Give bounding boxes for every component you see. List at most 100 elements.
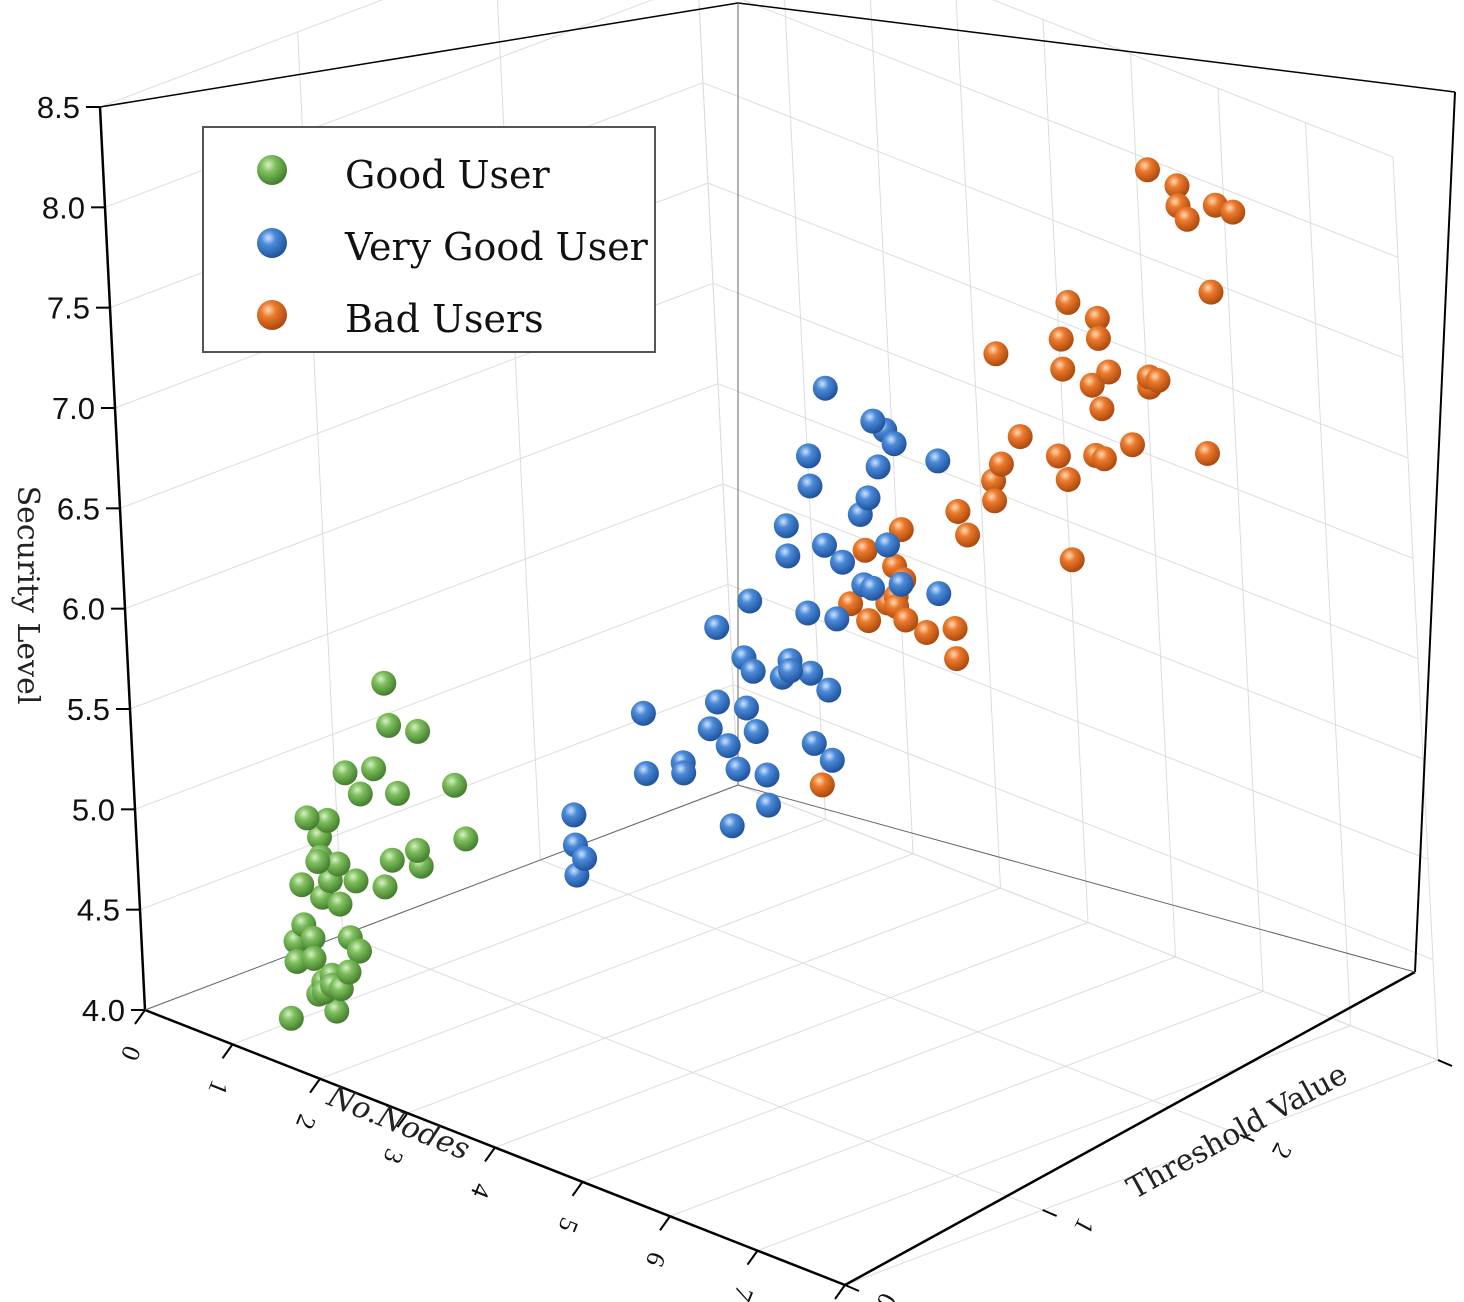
point-good-user: [289, 872, 315, 898]
point-bad-users: [809, 772, 835, 798]
point-bad-users: [988, 451, 1014, 477]
point-very-good-user: [819, 747, 845, 773]
z-tick-label: 7.5: [47, 291, 90, 326]
point-very-good-user: [824, 606, 850, 632]
y-tick-label: 0: [871, 1288, 903, 1302]
point-bad-users: [852, 537, 878, 563]
point-good-user: [332, 760, 358, 786]
point-bad-users: [955, 522, 981, 548]
point-bad-users: [1120, 432, 1145, 458]
x-tick-label: 4: [465, 1179, 497, 1202]
point-bad-users: [1050, 356, 1076, 382]
point-very-good-user: [881, 431, 907, 457]
legend: Good User Very Good User Bad Users: [202, 126, 656, 353]
legend-label-bad-users: Bad Users: [345, 297, 544, 341]
point-very-good-user: [773, 513, 799, 539]
x-tick-mark: [396, 1112, 409, 1128]
y-tick-label: 1: [1068, 1213, 1100, 1238]
z-tick-label: 7.0: [52, 391, 95, 426]
grid-line-y: [496, 0, 541, 861]
point-bad-users: [914, 620, 940, 645]
legend-label-good-user: Good User: [345, 153, 551, 197]
z-tick-label: 5.0: [72, 792, 115, 827]
point-very-good-user: [865, 454, 891, 480]
point-bad-users: [1145, 368, 1171, 393]
point-bad-users: [983, 341, 1009, 367]
point-very-good-user: [812, 375, 838, 401]
point-very-good-user: [705, 689, 730, 715]
point-very-good-user: [795, 600, 821, 626]
x-tick-label: 1: [203, 1076, 235, 1099]
point-very-good-user: [740, 658, 766, 684]
point-good-user: [324, 998, 350, 1024]
z-tick-label: 5.5: [67, 692, 110, 727]
grid-line-z: [134, 583, 729, 810]
point-very-good-user: [572, 845, 598, 871]
point-bad-users: [1195, 441, 1220, 466]
point-good-user: [327, 891, 353, 917]
point-very-good-user: [737, 588, 763, 614]
x-tick-label: 3: [378, 1145, 410, 1168]
z-tick-label: 6.0: [62, 592, 105, 627]
z-tick-label: 6.5: [57, 491, 100, 526]
point-good-user: [442, 772, 468, 798]
front-left-vertical-edge: [98, 106, 147, 1011]
point-very-good-user: [671, 760, 697, 786]
point-very-good-user: [860, 575, 885, 601]
point-bad-users: [1055, 467, 1081, 492]
point-very-good-user: [734, 695, 759, 721]
point-bad-users: [1164, 173, 1190, 199]
point-good-user: [278, 1005, 304, 1031]
point-very-good-user: [775, 543, 801, 569]
point-very-good-user: [725, 756, 751, 782]
point-good-user: [347, 781, 373, 807]
point-good-user: [361, 756, 387, 782]
point-very-good-user: [719, 813, 745, 839]
point-very-good-user: [888, 571, 914, 597]
grid-line-x: [757, 1025, 1351, 1252]
grid-line-x: [1130, 53, 1176, 957]
point-good-user: [376, 712, 402, 738]
point-good-user: [300, 925, 326, 951]
legend-marker-very-good-user: [257, 228, 287, 258]
point-very-good-user: [743, 719, 769, 744]
point-good-user: [405, 718, 431, 744]
point-very-good-user: [926, 581, 952, 607]
x-tick-label: 5: [553, 1214, 585, 1237]
point-good-user: [379, 847, 405, 873]
x-tick-mark: [746, 1250, 759, 1266]
x-tick-mark: [309, 1078, 321, 1094]
point-good-user: [405, 837, 430, 863]
point-bad-users: [982, 488, 1008, 514]
point-very-good-user: [925, 448, 951, 474]
point-very-good-user: [778, 658, 803, 684]
x-tick-label: 6: [640, 1248, 672, 1271]
point-bad-users: [1089, 396, 1115, 422]
z-axis-title: Security Level: [10, 486, 45, 705]
z-tick-label: 8.0: [42, 190, 85, 225]
point-very-good-user: [798, 660, 824, 686]
point-bad-users: [1135, 157, 1160, 183]
point-good-user: [343, 868, 369, 894]
grid-line-z: [129, 483, 724, 710]
point-very-good-user: [855, 485, 881, 511]
y-tick-mark: [844, 1284, 860, 1292]
z-tick-label: 4.5: [77, 893, 120, 928]
point-bad-users: [1220, 199, 1246, 225]
point-bad-users: [945, 499, 971, 524]
point-bad-users: [1045, 443, 1071, 469]
point-bad-users: [1198, 279, 1224, 305]
grid-line-x: [494, 922, 1089, 1148]
z-tick-label: 4.0: [82, 993, 125, 1028]
z-tick-label: 8.5: [37, 90, 80, 125]
point-very-good-user: [797, 473, 823, 499]
legend-marker-good-user: [257, 155, 287, 185]
grid-line-x: [319, 853, 914, 1080]
grid-line-x: [669, 990, 1264, 1217]
point-very-good-user: [830, 549, 855, 575]
point-good-user: [453, 826, 479, 852]
grid-line-x: [1392, 156, 1439, 1061]
point-bad-users: [893, 607, 919, 633]
point-bad-users: [1048, 326, 1074, 352]
grid-line-x: [407, 887, 1001, 1114]
